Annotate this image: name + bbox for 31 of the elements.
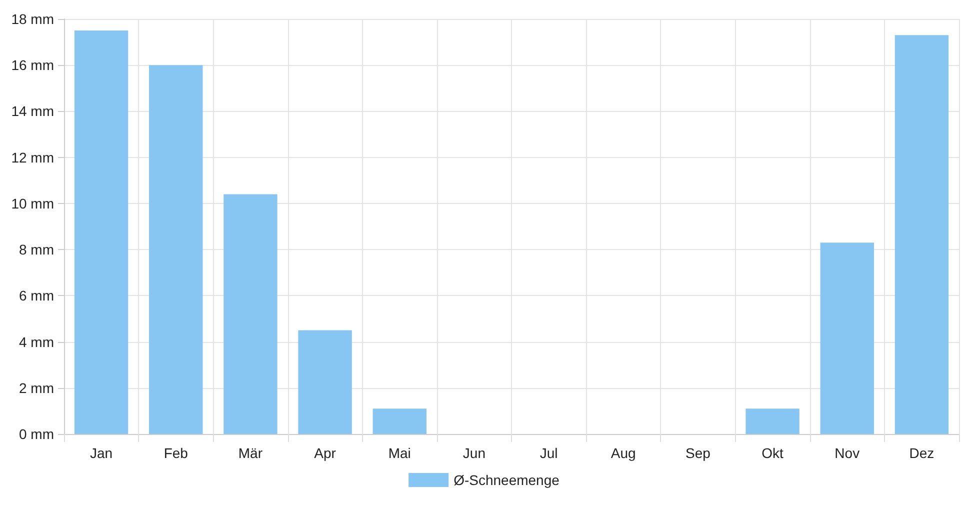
x-tick-label: Jan [90, 445, 113, 461]
y-tick-label: 4 mm [19, 334, 54, 350]
x-tick-label: Aug [610, 445, 636, 461]
bar [149, 65, 203, 434]
x-tick-label: Jun [462, 445, 486, 461]
y-tick-label: 0 mm [19, 426, 54, 442]
x-tick-label: Mai [388, 445, 411, 461]
x-tick-label: Okt [762, 445, 784, 461]
y-tick-label: 16 mm [11, 57, 54, 74]
y-tick-label: 18 mm [11, 11, 54, 27]
legend-label: Ø-Schneemenge [454, 472, 560, 488]
y-tick-label: 2 mm [19, 380, 54, 396]
y-tick-label: 12 mm [11, 149, 54, 166]
bar [74, 30, 128, 434]
x-tick-label: Mär [238, 445, 263, 461]
y-tick-label: 10 mm [11, 195, 54, 212]
x-tick-label: Sep [685, 445, 711, 461]
bar [372, 408, 426, 434]
y-tick-label: 8 mm [19, 242, 54, 258]
x-tick-label: Apr [314, 445, 336, 461]
y-tick-label: 6 mm [19, 288, 54, 304]
x-tick-label: Dez [909, 445, 934, 461]
bar [894, 35, 949, 434]
bar [746, 408, 800, 434]
bar [820, 242, 874, 434]
x-tick-label: Feb [164, 445, 188, 461]
x-tick-label: Jul [540, 445, 558, 461]
bar [224, 194, 278, 434]
x-tick-label: Nov [834, 445, 860, 461]
bar [298, 330, 352, 434]
y-tick-label: 14 mm [11, 103, 54, 120]
